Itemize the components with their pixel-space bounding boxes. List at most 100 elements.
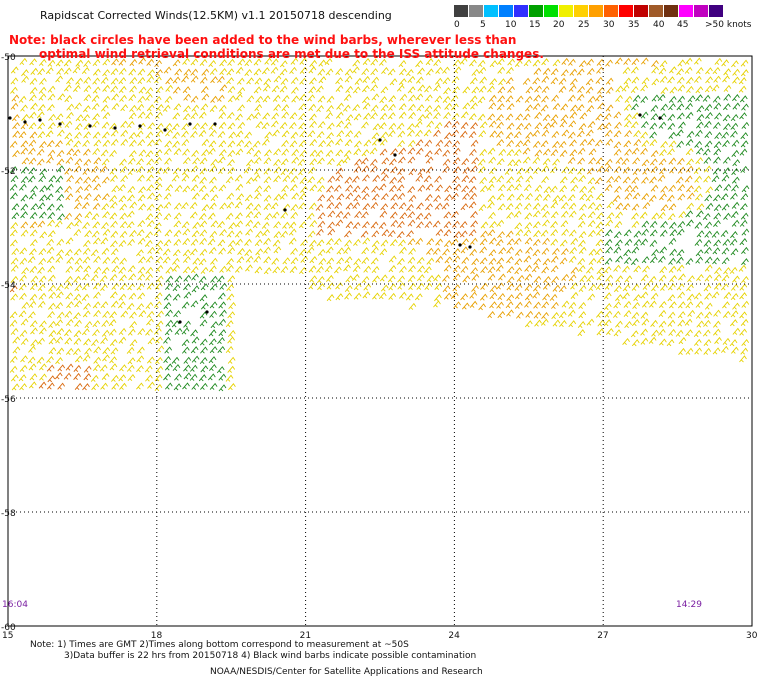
wind-barb [434, 294, 442, 302]
wind-barb [307, 94, 316, 102]
wind-barb [515, 311, 524, 319]
wind-barb [38, 58, 47, 66]
wind-barb [118, 195, 127, 203]
wind-barb [92, 131, 101, 139]
wind-barb [65, 237, 74, 245]
wind-barb [560, 220, 569, 228]
wind-barb [336, 120, 344, 128]
wind-barb [570, 184, 579, 192]
wind-barb [145, 266, 154, 274]
wind-barb [381, 229, 390, 237]
wind-barb [695, 193, 703, 201]
wind-barb [82, 310, 91, 318]
wind-barb [696, 210, 704, 218]
wind-barb [84, 347, 92, 355]
wind-barb [262, 112, 270, 120]
wind-barb [47, 85, 56, 93]
wind-barb [722, 139, 730, 147]
wind-barb [55, 59, 64, 67]
wind-barb [497, 66, 506, 74]
wind-barb [55, 75, 63, 83]
wind-barb [316, 176, 325, 184]
wind-barb [729, 319, 738, 327]
wind-barb [678, 347, 686, 355]
wind-barb [74, 202, 82, 210]
lon-label: 15 [2, 631, 13, 641]
wind-barb [579, 203, 587, 211]
credit-line: NOAA/NESDIS/Center for Satellite Applica… [210, 667, 483, 677]
wind-barb [208, 338, 217, 346]
wind-barb [172, 59, 181, 67]
wind-barb [344, 75, 353, 83]
wind-barb [129, 76, 138, 85]
wind-barb [111, 93, 120, 101]
wind-barb [191, 192, 200, 200]
wind-barb [119, 257, 127, 265]
wind-barb [144, 365, 153, 373]
wind-barb [111, 265, 120, 273]
wind-barb [578, 239, 586, 247]
wind-barb [641, 300, 650, 308]
wind-barb [165, 319, 174, 327]
wind-barb [550, 166, 558, 174]
wind-barb [632, 157, 640, 165]
wind-barb [335, 68, 344, 76]
wind-barb [605, 86, 614, 94]
wind-barb [622, 166, 631, 174]
wind-barb [326, 294, 335, 302]
wind-barb [406, 203, 414, 212]
wind-barb [558, 311, 567, 319]
wind-barb [65, 156, 74, 164]
wind-barb [47, 230, 56, 238]
wind-barb [675, 176, 684, 184]
wind-barb [487, 195, 496, 203]
wind-barb [146, 158, 155, 166]
wind-barb [603, 112, 612, 120]
wind-barb [470, 220, 478, 228]
wind-barb [309, 113, 317, 121]
wind-barb [496, 175, 505, 183]
wind-barb [273, 166, 282, 174]
wind-barb [48, 329, 57, 337]
wind-barb [471, 284, 479, 292]
wind-barb [81, 293, 90, 301]
wind-barb [343, 149, 352, 157]
wind-barb [147, 139, 155, 147]
wind-barb [452, 284, 461, 292]
wind-barb [91, 230, 100, 238]
wind-barb [45, 67, 54, 75]
wind-barb [388, 265, 397, 273]
wind-barb [56, 165, 65, 173]
wind-barb [379, 96, 388, 104]
wind-barb [694, 175, 703, 183]
wind-barb [361, 149, 370, 157]
wind-barb [397, 282, 406, 290]
wind-barb [560, 210, 569, 218]
wind-barb [631, 66, 639, 74]
wind-barb [435, 139, 444, 147]
wind-barb [488, 120, 497, 128]
wind-barb [165, 309, 173, 317]
wind-barb [399, 93, 408, 101]
wind-barb [317, 121, 326, 129]
wind-barb [324, 265, 333, 273]
wind-barb [640, 95, 649, 103]
wind-barb [190, 300, 199, 308]
wind-barb [541, 247, 550, 255]
wind-barb [327, 228, 336, 236]
wind-barb [263, 78, 272, 86]
wind-barb [289, 184, 298, 192]
wind-barb [146, 104, 155, 112]
wind-barb [633, 230, 642, 238]
wind-barb [435, 66, 443, 74]
wind-barb [318, 59, 327, 67]
wind-barb [226, 230, 235, 238]
wind-barb [39, 185, 48, 193]
wind-barb [651, 78, 660, 86]
wind-barb [74, 122, 83, 131]
wind-barb [19, 292, 27, 300]
wind-barb [442, 95, 451, 103]
wind-barb [741, 300, 750, 308]
wind-barb [165, 275, 174, 283]
wind-barb [669, 221, 677, 229]
